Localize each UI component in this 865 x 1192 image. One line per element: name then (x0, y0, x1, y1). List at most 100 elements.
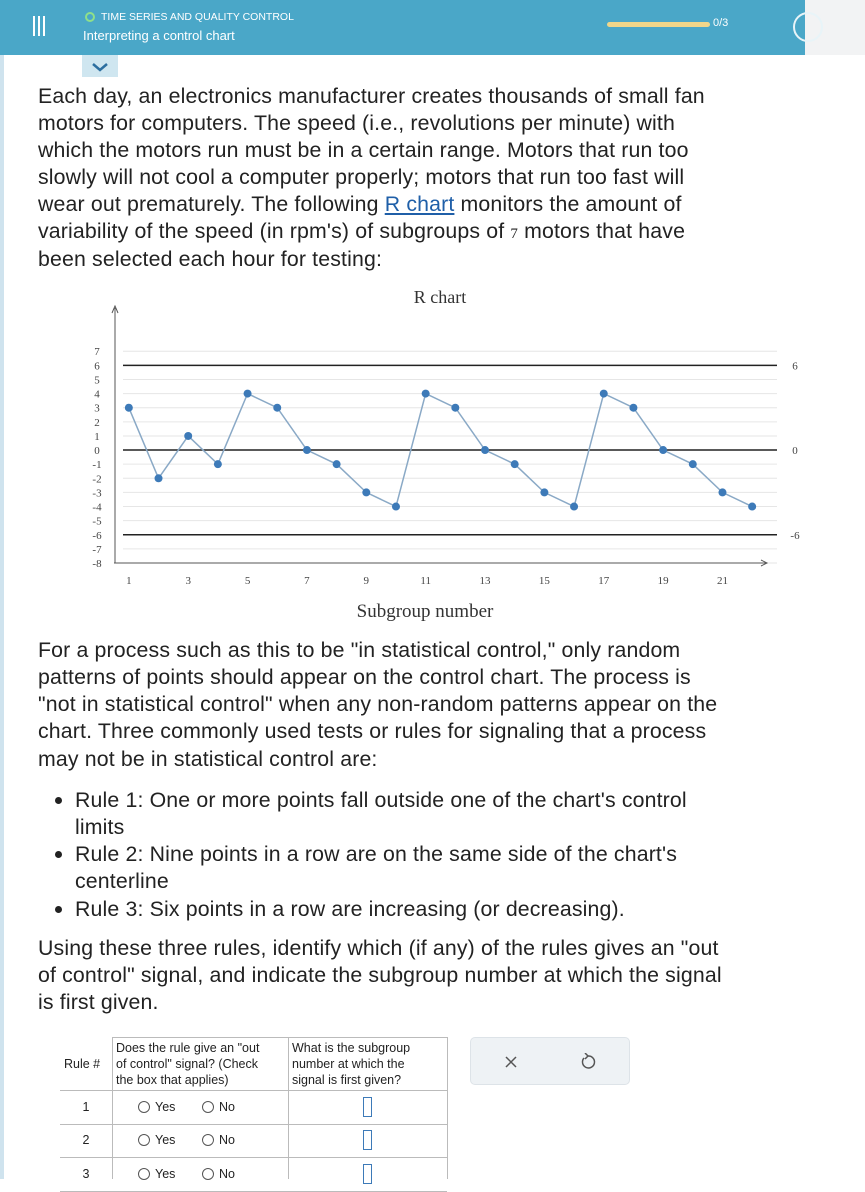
text-line: chart. Three commonly used tests or rule… (38, 719, 707, 743)
bullet (55, 906, 62, 913)
y-tick-label: 5 (94, 374, 100, 386)
data-point (748, 502, 757, 511)
left-border (0, 55, 4, 1179)
text-line: of control" signal, and indicate the sub… (38, 963, 722, 987)
x-tick-label: 1 (126, 575, 132, 587)
data-point (540, 488, 549, 497)
text-line: Rule 3: Six points in a row are increasi… (75, 897, 625, 921)
link[interactable]: R chart (384, 192, 455, 216)
menu-button[interactable] (30, 16, 48, 38)
data-point (629, 403, 638, 412)
table-border (60, 1090, 447, 1091)
table-border (288, 1037, 289, 1179)
text-line: For a process such as this to be "in sta… (38, 638, 681, 662)
y-tick-label: -5 (92, 516, 102, 528)
status-dot (85, 12, 95, 22)
data-point (124, 403, 133, 412)
answer-input[interactable] (363, 1163, 372, 1184)
radio-label: Yes (155, 1133, 176, 1148)
table-border (112, 1037, 447, 1038)
text-run: variability of the speed (in rpm's) of s… (38, 219, 511, 243)
text-line: limits (75, 815, 125, 839)
chart: R chart Subgroup number -8 -7 -6 -5 -4 -3 -2 -1… (92, 287, 800, 622)
text-run: wear out prematurely. The following (38, 192, 385, 216)
undo-button[interactable] (580, 1053, 596, 1070)
text-line: motors for computers. The speed (i.e., r… (38, 111, 675, 135)
y-tick-label: 2 (94, 417, 100, 429)
data-point (391, 502, 400, 511)
x-tick-label: 17 (598, 575, 610, 587)
table-header: Rule # (64, 1056, 101, 1071)
data-point (273, 403, 282, 412)
text-run: monitors the amount of (454, 192, 682, 216)
data-point (362, 488, 371, 497)
data-point (481, 446, 490, 455)
y-tick-label: -8 (92, 558, 102, 570)
table-header: signal is first given? (292, 1072, 402, 1087)
x-tick-label: 21 (717, 575, 728, 587)
data-point (451, 403, 460, 412)
chart-title: R chart (414, 287, 466, 307)
text-line: wear out prematurely. The following R ch… (38, 191, 682, 218)
radio-label: No (219, 1166, 235, 1181)
y-tick-label: -7 (92, 544, 102, 556)
y-tick-label: 6 (94, 360, 100, 372)
text-line: Rule 1: One or more points fall outside … (75, 788, 687, 812)
x-tick-label: 7 (304, 575, 310, 587)
table-header: What is the subgroup (292, 1040, 411, 1055)
table-header: the box that applies) (116, 1072, 229, 1087)
clear-button[interactable] (504, 1055, 518, 1069)
radio-button[interactable] (202, 1167, 214, 1180)
y-tick-label: 4 (94, 389, 100, 401)
bullet (55, 797, 62, 804)
y-tick-label: 1 (94, 431, 100, 443)
x-tick-label: 13 (480, 575, 492, 587)
data-point (659, 446, 668, 455)
y-axis-arrow (111, 304, 119, 314)
table-border (60, 1123, 447, 1125)
text-line: may not be in statistical control are: (38, 747, 378, 771)
x-tick-label: 5 (245, 575, 251, 587)
x-tick-label: 9 (364, 575, 370, 587)
radio-button[interactable] (138, 1134, 150, 1147)
text-line: been selected each hour for testing: (38, 247, 383, 271)
text-line: variability of the speed (in rpm's) of s… (38, 218, 685, 245)
collapse-button[interactable] (82, 55, 118, 77)
data-point (243, 389, 252, 398)
data-point (184, 431, 193, 440)
answer-input[interactable] (363, 1096, 372, 1117)
text-line: which the motors run must be in a certai… (38, 138, 689, 162)
radio-label: No (219, 1099, 235, 1114)
data-point (688, 460, 697, 469)
action-buttons (470, 1037, 630, 1085)
control-line-label: 0 (792, 445, 798, 457)
data-point (213, 460, 222, 469)
radio-button[interactable] (138, 1167, 150, 1180)
radio-button[interactable] (202, 1100, 214, 1113)
radio-button[interactable] (138, 1100, 150, 1113)
table-header: of control" signal? (Check (116, 1056, 259, 1071)
chevron (92, 63, 108, 72)
answer-input[interactable] (363, 1130, 372, 1151)
table-header: number at which the (292, 1056, 405, 1071)
radio-button[interactable] (202, 1134, 214, 1147)
x-tick-label: 19 (658, 575, 670, 587)
topic: TIME SERIES AND QUALITY CONTROL (101, 11, 294, 23)
y-tick-label: -2 (92, 473, 101, 485)
data-point (154, 474, 163, 483)
data-point (510, 460, 519, 469)
rule-number: 1 (82, 1099, 90, 1114)
text-line: Each day, an electronics manufacturer cr… (38, 84, 705, 108)
text-line: patterns of points should appear on the … (38, 665, 691, 689)
data-point (570, 502, 579, 511)
x-tick-label: 11 (420, 575, 431, 587)
y-tick-label: -6 (92, 530, 102, 542)
y-tick-label: 3 (94, 403, 100, 415)
top-bar (0, 0, 805, 55)
bullet (55, 851, 62, 858)
inline-number: 7 (510, 226, 518, 242)
progress-ring (793, 12, 823, 42)
table-border (112, 1037, 113, 1179)
rule-number: 2 (82, 1133, 90, 1148)
